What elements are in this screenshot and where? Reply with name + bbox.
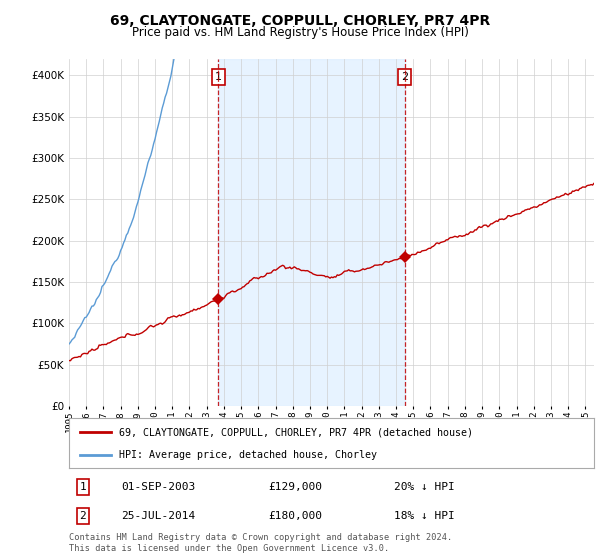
Text: 18% ↓ HPI: 18% ↓ HPI	[395, 511, 455, 521]
Text: 2: 2	[401, 72, 408, 82]
Text: HPI: Average price, detached house, Chorley: HPI: Average price, detached house, Chor…	[119, 450, 377, 460]
Text: This data is licensed under the Open Government Licence v3.0.: This data is licensed under the Open Gov…	[69, 544, 389, 553]
Text: Contains HM Land Registry data © Crown copyright and database right 2024.: Contains HM Land Registry data © Crown c…	[69, 533, 452, 542]
Text: £180,000: £180,000	[269, 511, 323, 521]
Text: 69, CLAYTONGATE, COPPULL, CHORLEY, PR7 4PR (detached house): 69, CLAYTONGATE, COPPULL, CHORLEY, PR7 4…	[119, 427, 473, 437]
Text: 2: 2	[79, 511, 86, 521]
Text: £129,000: £129,000	[269, 482, 323, 492]
Text: Price paid vs. HM Land Registry's House Price Index (HPI): Price paid vs. HM Land Registry's House …	[131, 26, 469, 39]
Text: 20% ↓ HPI: 20% ↓ HPI	[395, 482, 455, 492]
Text: 1: 1	[79, 482, 86, 492]
Text: 25-JUL-2014: 25-JUL-2014	[121, 511, 196, 521]
Text: 69, CLAYTONGATE, COPPULL, CHORLEY, PR7 4PR: 69, CLAYTONGATE, COPPULL, CHORLEY, PR7 4…	[110, 14, 490, 28]
Text: 1: 1	[215, 72, 221, 82]
Text: 01-SEP-2003: 01-SEP-2003	[121, 482, 196, 492]
Bar	[218, 59, 404, 406]
